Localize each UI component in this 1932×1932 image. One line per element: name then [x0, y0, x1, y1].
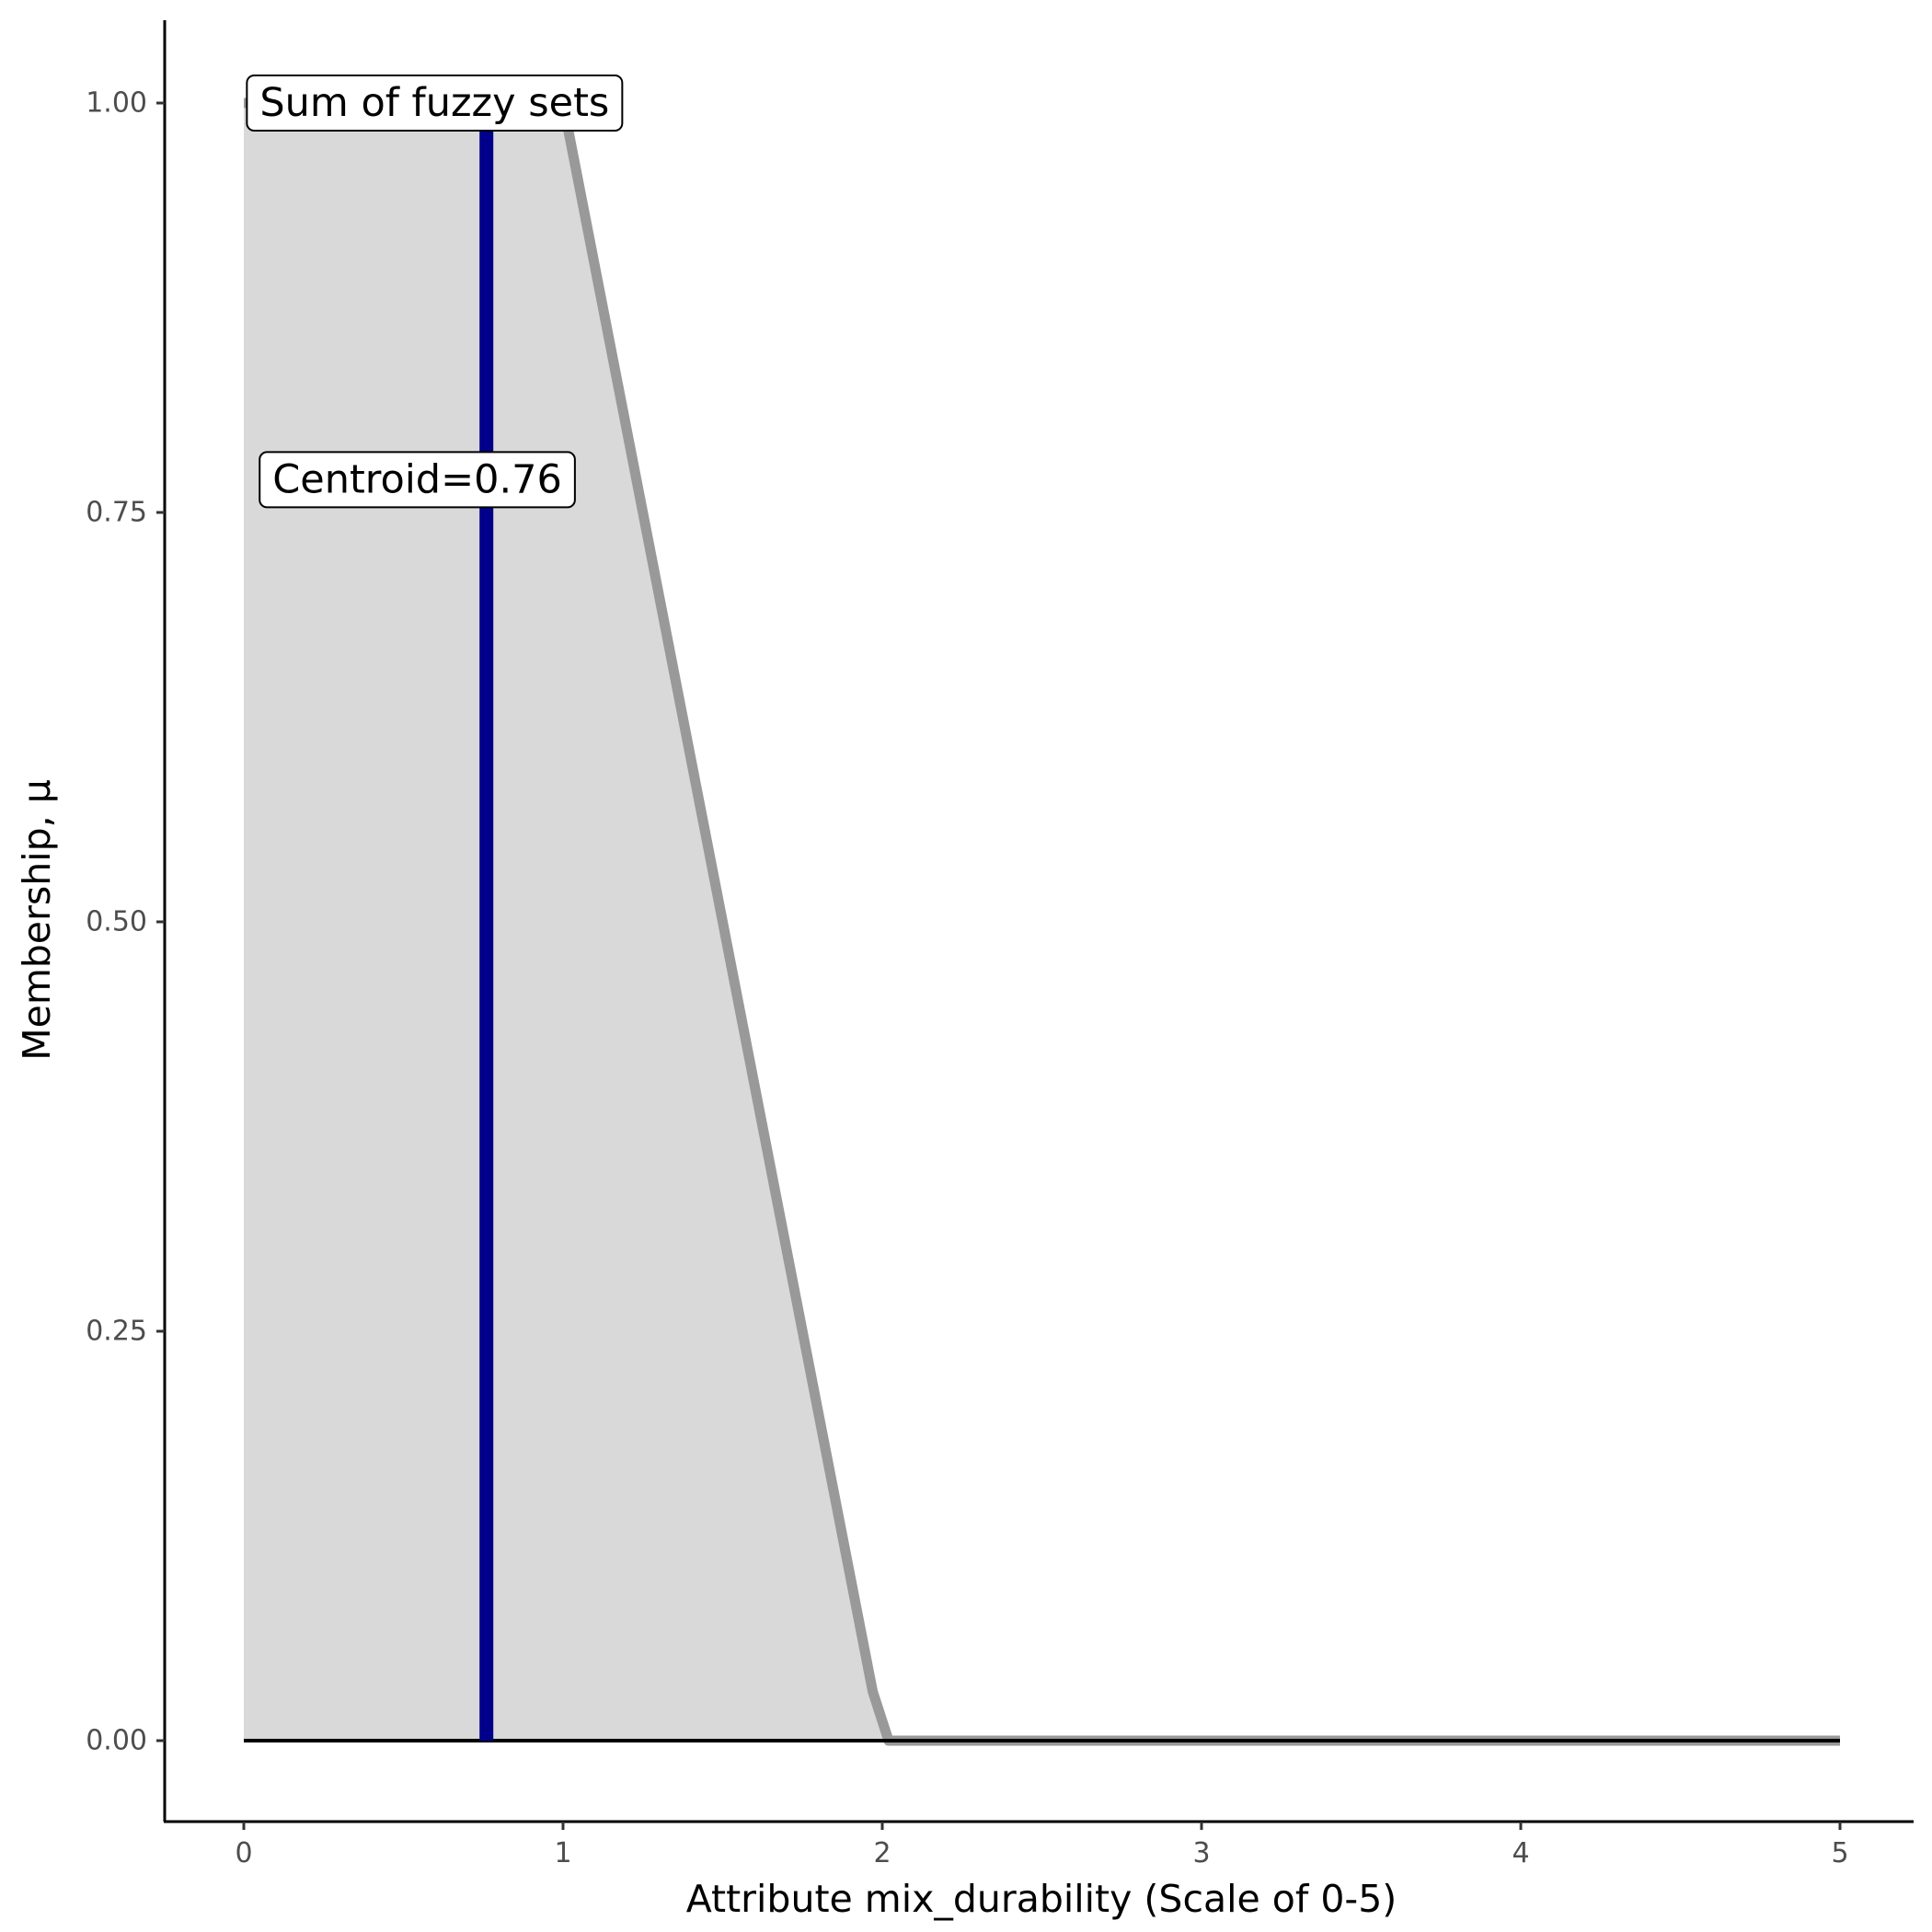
y-tick-label: 1.00 — [86, 87, 147, 120]
annotation-label: Sum of fuzzy sets — [259, 80, 609, 126]
annotation-label: Centroid=0.76 — [272, 456, 562, 502]
x-tick-label: 3 — [1192, 1837, 1210, 1869]
annotation-centroid: Centroid=0.76 — [259, 451, 576, 509]
y-ticks: 0.00 0.25 0.50 0.75 1.00 — [86, 87, 165, 1757]
x-tick-label: 4 — [1512, 1837, 1529, 1869]
x-axis-title: Attribute mix_durability (Scale of 0-5) — [686, 1877, 1397, 1921]
x-tick-label: 0 — [235, 1837, 252, 1869]
x-tick-label: 1 — [554, 1837, 571, 1869]
x-ticks: 0 1 2 3 4 5 — [235, 1822, 1849, 1869]
y-axis-title: Membership, μ — [15, 779, 59, 1061]
y-tick-label: 0.25 — [86, 1316, 147, 1348]
y-tick-label: 0.75 — [86, 497, 147, 529]
y-tick-label: 0.00 — [86, 1725, 147, 1757]
y-tick-label: 0.50 — [86, 906, 147, 938]
x-tick-label: 5 — [1831, 1837, 1848, 1869]
annotation-box — [246, 75, 624, 132]
x-tick-label: 2 — [873, 1837, 891, 1869]
annotation-sum-of-fuzzy-sets: Sum of fuzzy sets — [246, 75, 624, 132]
annotation-box — [259, 451, 576, 509]
